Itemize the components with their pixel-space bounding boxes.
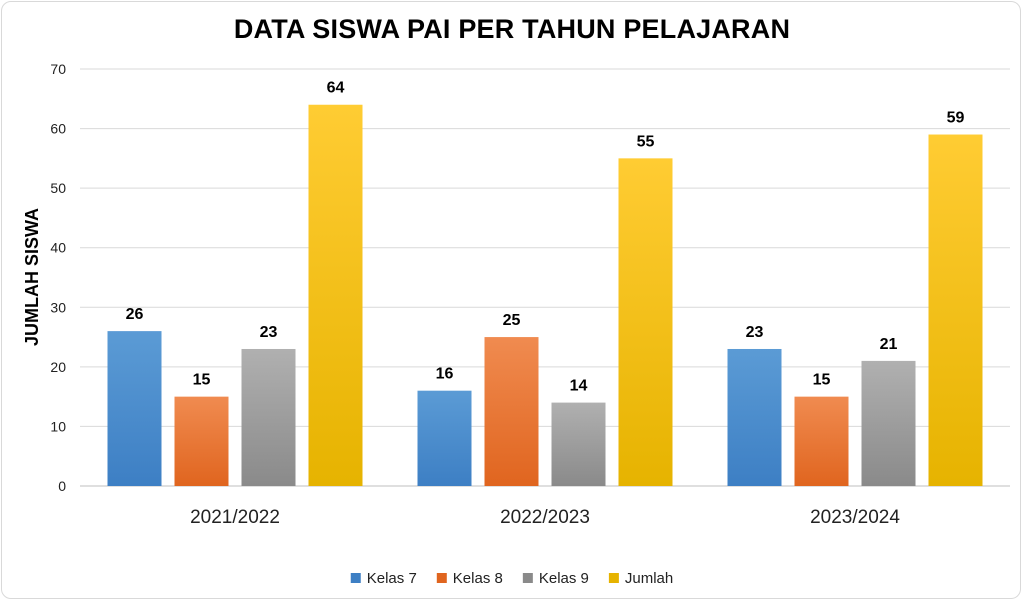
data-label: 14 [570,378,588,395]
data-label: 23 [746,324,764,341]
bar-kelas-8 [174,396,229,486]
y-tick-label: 70 [50,61,66,77]
bar-kelas-9 [551,402,606,486]
y-tick-label: 40 [50,240,66,256]
data-label: 25 [503,312,521,329]
bar-kelas-9 [241,348,296,486]
legend-swatch [350,573,361,583]
y-axis-label: JUMLAH SISWA [22,208,42,346]
legend-label: Kelas 8 [453,570,503,587]
bars [107,104,983,486]
data-label: 26 [126,306,144,323]
data-label: 55 [637,133,655,150]
bar-kelas-7 [107,331,162,486]
x-category-label: 2022/2023 [500,507,590,528]
legend-swatch [608,573,619,583]
y-axis-ticks: 0 10 20 30 40 50 60 70 [50,61,66,494]
data-label: 16 [436,366,454,383]
legend: Kelas 7 Kelas 8 Kelas 9 Jumlah [350,570,673,587]
data-label: 59 [947,110,965,127]
bar-kelas-7 [417,390,472,486]
y-tick-label: 30 [50,299,66,315]
bar-kelas-7 [727,348,782,486]
bar-jumlah [928,134,983,486]
legend-label: Kelas 9 [539,570,589,587]
data-labels: 26 15 23 64 16 25 14 55 23 15 21 59 [126,80,965,395]
bar-jumlah [618,158,673,486]
chart-title: DATA SISWA PAI PER TAHUN PELAJARAN [233,14,791,44]
y-tick-label: 0 [58,478,66,494]
bar-jumlah [308,104,363,486]
data-label: 64 [327,80,345,97]
y-tick-label: 10 [50,418,66,434]
x-category-label: 2021/2022 [190,507,280,528]
x-category-label: 2023/2024 [810,507,900,528]
x-axis-categories: 2021/2022 2022/2023 2023/2024 [190,507,900,528]
legend-swatch [436,573,447,583]
grid-lines [80,68,1010,487]
legend-label: Jumlah [625,570,673,587]
data-label: 21 [880,336,898,353]
data-label: 15 [813,372,831,389]
data-label: 15 [193,372,211,389]
legend-label: Kelas 7 [367,570,417,587]
bar-kelas-9 [861,360,916,486]
bar-kelas-8 [794,396,849,486]
bar-kelas-8 [484,337,539,486]
y-tick-label: 60 [50,121,66,137]
legend-swatch [522,573,533,583]
y-tick-label: 20 [50,359,66,375]
y-tick-label: 50 [50,180,66,196]
data-label: 23 [260,324,278,341]
